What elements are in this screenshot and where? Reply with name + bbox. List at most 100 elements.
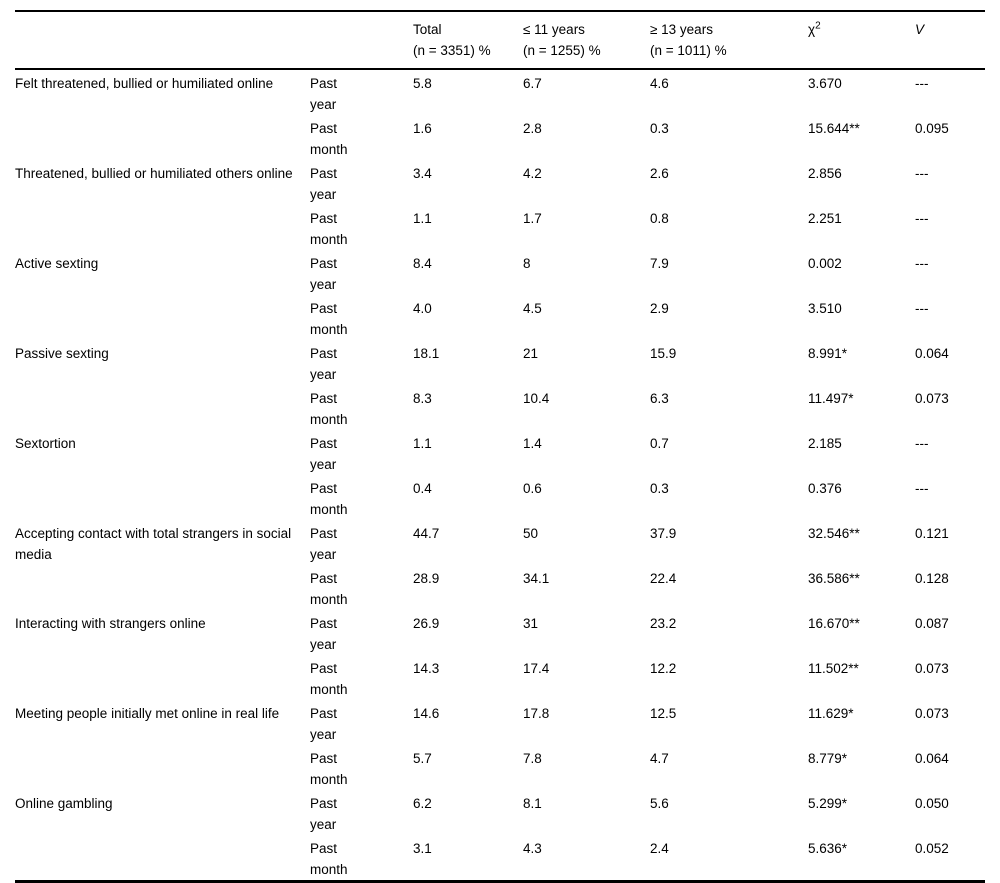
table-row: Past month 8.3 10.4 6.3 11.497* 0.073 bbox=[15, 385, 985, 430]
total-percent-cell: 14.3 bbox=[413, 661, 440, 676]
ge13-years-percent-cell: 2.9 bbox=[650, 301, 669, 316]
table-row: Active sexting Past year 8.4 8 7.9 0.002 --- bbox=[15, 250, 985, 295]
table-row: Past month 0.4 0.6 0.3 0.376 --- bbox=[15, 475, 985, 520]
le11-years-percent-cell: 17.4 bbox=[523, 661, 550, 676]
period-cell: Past month bbox=[310, 391, 348, 427]
chi-squared-cell: 8.991* bbox=[808, 346, 848, 361]
table-row: Past month 4.0 4.5 2.9 3.510 --- bbox=[15, 295, 985, 340]
cramers-v-cell: 0.087 bbox=[915, 616, 949, 631]
period-cell: Past month bbox=[310, 751, 348, 787]
chi-symbol: χ bbox=[808, 22, 816, 37]
total-percent-cell: 0.4 bbox=[413, 481, 432, 496]
table-row: Past month 14.3 17.4 12.2 11.502** 0.073 bbox=[15, 655, 985, 700]
period-cell: Past month bbox=[310, 211, 348, 247]
total-percent-cell: 8.4 bbox=[413, 256, 432, 271]
ge13-years-percent-cell: 4.7 bbox=[650, 751, 669, 766]
total-percent-cell: 14.6 bbox=[413, 706, 440, 721]
header-period bbox=[310, 11, 413, 69]
le11-years-percent-cell: 4.5 bbox=[523, 301, 542, 316]
cramers-v-cell: --- bbox=[915, 166, 929, 181]
cramers-v-cell: 0.064 bbox=[915, 346, 949, 361]
header-row: Total (n = 3351) % ≤ 11 years (n = 1255)… bbox=[15, 11, 985, 69]
le11-years-percent-cell: 2.8 bbox=[523, 121, 542, 136]
period-cell: Past month bbox=[310, 301, 348, 337]
period-cell: Past year bbox=[310, 346, 338, 382]
le11-years-percent-cell: 50 bbox=[523, 526, 539, 541]
ge13-years-percent-cell: 22.4 bbox=[650, 571, 677, 586]
chi-squared-cell: 5.299* bbox=[808, 796, 848, 811]
le11-years-percent-cell: 31 bbox=[523, 616, 539, 631]
ge13-years-percent-cell: 5.6 bbox=[650, 796, 669, 811]
le11-years-percent-cell: 4.3 bbox=[523, 841, 542, 856]
total-percent-cell: 18.1 bbox=[413, 346, 440, 361]
ge13-years-percent-cell: 6.3 bbox=[650, 391, 669, 406]
period-cell: Past month bbox=[310, 661, 348, 697]
cramers-v-cell: --- bbox=[915, 301, 929, 316]
table-row: Past month 28.9 34.1 22.4 36.586** 0.128 bbox=[15, 565, 985, 610]
total-percent-cell: 44.7 bbox=[413, 526, 440, 541]
total-percent-cell: 1.1 bbox=[413, 436, 432, 451]
total-percent-cell: 3.1 bbox=[413, 841, 432, 856]
header-chi-squared: χ2 bbox=[808, 11, 915, 69]
period-cell: Past month bbox=[310, 121, 348, 157]
header-behavior bbox=[15, 11, 310, 69]
header-total: Total (n = 3351) % bbox=[413, 11, 523, 69]
ge13-years-percent-cell: 23.2 bbox=[650, 616, 677, 631]
total-percent-cell: 28.9 bbox=[413, 571, 440, 586]
behavior-label: Sextortion bbox=[15, 436, 76, 451]
ge13-years-percent-cell: 2.4 bbox=[650, 841, 669, 856]
ge13-years-percent-cell: 12.2 bbox=[650, 661, 677, 676]
cramers-v-cell: 0.121 bbox=[915, 526, 949, 541]
cramers-v-cell: --- bbox=[915, 211, 929, 226]
le11-years-percent-cell: 17.8 bbox=[523, 706, 550, 721]
cramers-v-cell: 0.073 bbox=[915, 661, 949, 676]
le11-years-percent-cell: 7.8 bbox=[523, 751, 542, 766]
cramers-v-cell: 0.095 bbox=[915, 121, 949, 136]
period-cell: Past year bbox=[310, 166, 338, 202]
header-le11-line2: (n = 1255) % bbox=[523, 43, 601, 58]
behavior-label: Felt threatened, bullied or humiliated o… bbox=[15, 76, 274, 91]
period-cell: Past month bbox=[310, 841, 348, 877]
period-cell: Past year bbox=[310, 616, 338, 652]
chi-superscript: 2 bbox=[815, 20, 821, 32]
total-percent-cell: 3.4 bbox=[413, 166, 432, 181]
chi-squared-cell: 0.002 bbox=[808, 256, 842, 271]
table-row: Sextortion Past year 1.1 1.4 0.7 2.185 --- bbox=[15, 430, 985, 475]
le11-years-percent-cell: 4.2 bbox=[523, 166, 542, 181]
header-total-line1: Total bbox=[413, 22, 442, 37]
cramers-v-cell: 0.052 bbox=[915, 841, 949, 856]
table-row: Past month 1.6 2.8 0.3 15.644** 0.095 bbox=[15, 115, 985, 160]
header-ge13-line2: (n = 1011) % bbox=[650, 43, 727, 58]
table-row: Threatened, bullied or humiliated others… bbox=[15, 160, 985, 205]
period-cell: Past month bbox=[310, 571, 348, 607]
chi-squared-cell: 0.376 bbox=[808, 481, 842, 496]
period-cell: Past year bbox=[310, 706, 338, 742]
period-cell: Past year bbox=[310, 256, 338, 292]
header-cramers-v: V bbox=[915, 22, 925, 37]
le11-years-percent-cell: 0.6 bbox=[523, 481, 542, 496]
table-row: Online gambling Past year 6.2 8.1 5.6 5.299* 0… bbox=[15, 790, 985, 835]
header-le11-line1: ≤ 11 years bbox=[523, 22, 585, 37]
total-percent-cell: 5.7 bbox=[413, 751, 432, 766]
cramers-v-cell: 0.128 bbox=[915, 571, 949, 586]
table-header: Total (n = 3351) % ≤ 11 years (n = 1255)… bbox=[15, 11, 985, 69]
le11-years-percent-cell: 8.1 bbox=[523, 796, 542, 811]
ge13-years-percent-cell: 2.6 bbox=[650, 166, 669, 181]
chi-squared-cell: 5.636* bbox=[808, 841, 848, 856]
le11-years-percent-cell: 6.7 bbox=[523, 76, 542, 91]
behavior-label: Passive sexting bbox=[15, 346, 109, 361]
period-cell: Past year bbox=[310, 436, 338, 472]
cramers-v-cell: --- bbox=[915, 256, 929, 271]
header-ge13-line1: ≥ 13 years bbox=[650, 22, 713, 37]
ge13-years-percent-cell: 4.6 bbox=[650, 76, 669, 91]
ge13-years-percent-cell: 12.5 bbox=[650, 706, 677, 721]
le11-years-percent-cell: 8 bbox=[523, 256, 531, 271]
chi-squared-cell: 3.510 bbox=[808, 301, 842, 316]
behavior-label: Active sexting bbox=[15, 256, 99, 271]
header-ge13-years: ≥ 13 years (n = 1011) % bbox=[650, 11, 808, 69]
le11-years-percent-cell: 1.7 bbox=[523, 211, 542, 226]
cramers-v-cell: --- bbox=[915, 481, 929, 496]
chi-squared-cell: 8.779* bbox=[808, 751, 848, 766]
ge13-years-percent-cell: 0.3 bbox=[650, 121, 669, 136]
table-body: Felt threatened, bullied or humiliated o… bbox=[15, 69, 985, 882]
